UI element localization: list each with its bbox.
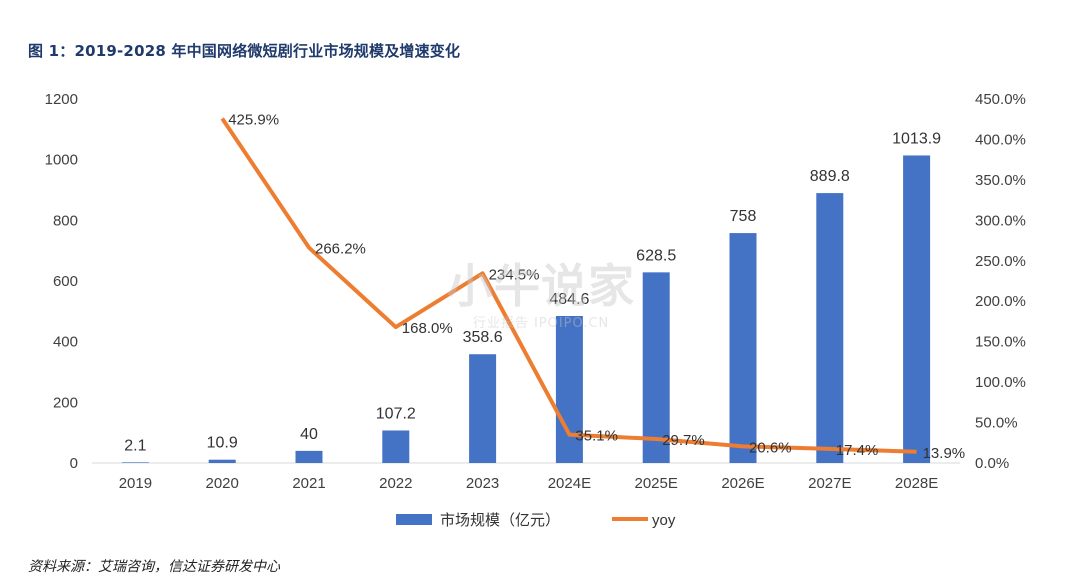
yoy-value-label: 266.2% <box>315 241 366 258</box>
x-tick-label: 2028E <box>895 475 938 492</box>
bar-value-label: 2.1 <box>124 437 146 454</box>
right-tick-label: 400.0% <box>975 131 1026 148</box>
yoy-line <box>220 117 917 454</box>
bar <box>642 272 670 463</box>
yoy-value-label: 13.9% <box>923 445 966 462</box>
right-tick-label: 300.0% <box>975 212 1026 229</box>
yoy-value-label: 29.7% <box>662 432 705 449</box>
left-tick-label: 0 <box>70 455 78 472</box>
left-axis: 0 200 400 600 800 1000 1200 <box>45 91 78 472</box>
yoy-value-label: 20.6% <box>749 439 792 456</box>
bar-value-label: 1013.9 <box>892 130 941 147</box>
x-tick-label: 2026E <box>721 475 764 492</box>
x-tick-label: 2025E <box>635 475 678 492</box>
right-axis: 0.0% 50.0% 100.0% 150.0% 200.0% 250.0% 300.0% 3… <box>975 91 1026 472</box>
bar <box>729 233 757 463</box>
bar-data-labels: 2.1 10.9 40 107.2 358.6 484.6 628.5 758 889.8 101… <box>124 130 941 454</box>
left-tick-label: 800 <box>53 212 78 229</box>
yoy-value-label: 168.0% <box>402 320 453 337</box>
bar-value-label: 358.6 <box>463 329 503 346</box>
x-axis: 2019 2020 2021 2022 2023 2024E 2025E 2026E 2027E… <box>119 475 939 492</box>
line-data-labels: 425.9% 266.2% 168.0% 234.5% 35.1% 29.7% 20.6% 1… <box>228 111 965 461</box>
left-tick-label: 200 <box>53 394 78 411</box>
left-tick-label: 600 <box>53 273 78 290</box>
bar-value-label: 889.8 <box>810 168 850 185</box>
x-tick-label: 2027E <box>808 475 851 492</box>
right-tick-label: 50.0% <box>975 415 1018 432</box>
legend-bar-label: 市场规模（亿元） <box>440 512 560 529</box>
bar <box>555 316 583 463</box>
left-tick-label: 1000 <box>45 152 78 169</box>
right-tick-label: 200.0% <box>975 293 1026 310</box>
left-tick-label: 1200 <box>45 91 78 108</box>
bar-value-label: 10.9 <box>207 435 238 452</box>
x-tick-label: 2021 <box>292 475 325 492</box>
bar <box>469 354 497 463</box>
bar <box>816 193 844 463</box>
right-tick-label: 350.0% <box>975 172 1026 189</box>
bar-value-label: 628.5 <box>636 247 676 264</box>
yoy-line-series <box>220 117 917 454</box>
legend-bar-swatch <box>396 514 432 525</box>
bar <box>121 462 149 463</box>
bar-value-label: 107.2 <box>376 405 416 422</box>
x-tick-label: 2024E <box>548 475 591 492</box>
yoy-value-label: 17.4% <box>836 442 879 459</box>
bar <box>295 450 323 463</box>
source-note: 资料来源：艾瑞咨询，信达证券研发中心 <box>28 559 280 575</box>
yoy-value-label: 425.9% <box>228 111 279 128</box>
x-tick-label: 2020 <box>206 475 239 492</box>
right-tick-label: 0.0% <box>975 455 1009 472</box>
right-tick-label: 250.0% <box>975 253 1026 270</box>
bar-series <box>121 155 931 464</box>
right-tick-label: 450.0% <box>975 91 1026 108</box>
x-tick-label: 2023 <box>466 475 499 492</box>
bar <box>382 430 410 463</box>
bar <box>903 155 931 464</box>
yoy-value-label: 234.5% <box>489 266 540 283</box>
bar-value-label: 484.6 <box>549 291 589 308</box>
right-tick-label: 100.0% <box>975 374 1026 391</box>
x-tick-label: 2019 <box>119 475 152 492</box>
right-tick-label: 150.0% <box>975 334 1026 351</box>
x-tick-label: 2022 <box>379 475 412 492</box>
bar-value-label: 758 <box>730 208 757 225</box>
bar <box>208 459 236 463</box>
left-tick-label: 400 <box>53 334 78 351</box>
chart-title: 图 1：2019-2028 年中国网络微短剧行业市场规模及增速变化 <box>28 42 461 60</box>
yoy-value-label: 35.1% <box>575 428 618 445</box>
legend: 市场规模（亿元） yoy <box>396 512 676 529</box>
legend-line-label: yoy <box>652 512 676 529</box>
bar-value-label: 40 <box>300 426 318 443</box>
